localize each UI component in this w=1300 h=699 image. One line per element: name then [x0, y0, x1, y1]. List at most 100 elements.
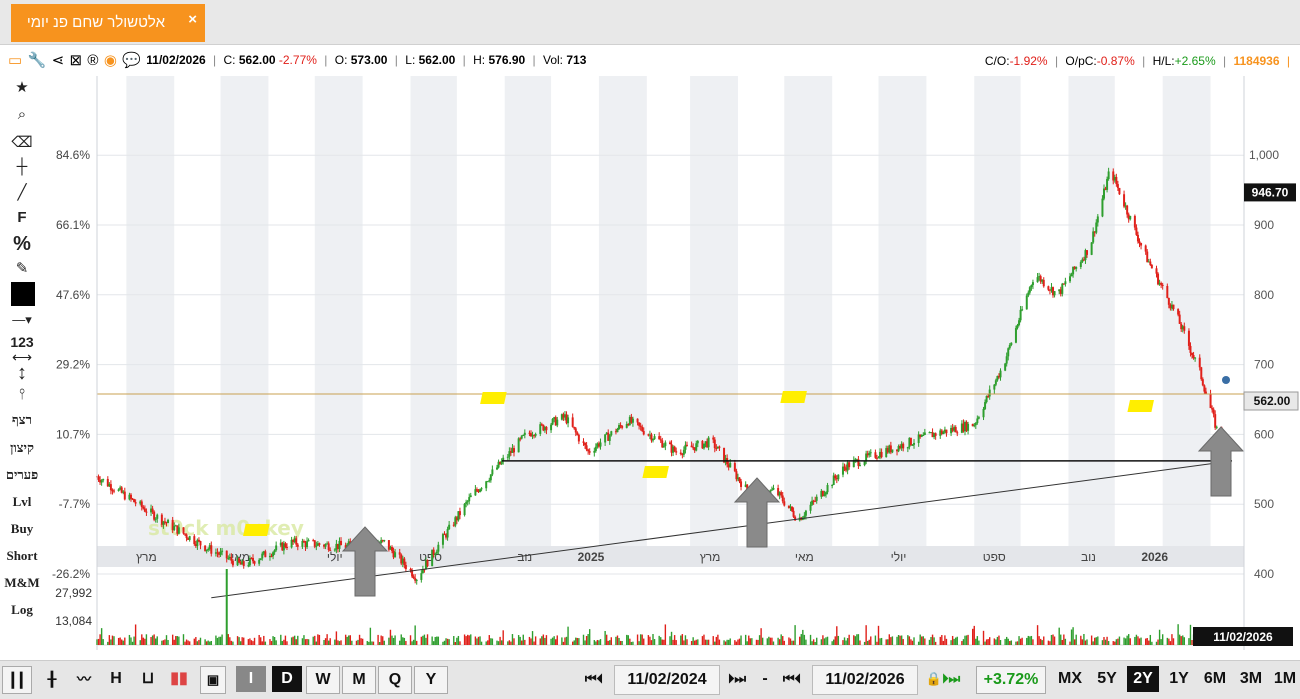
chat-icon[interactable]: 💬 [122, 52, 141, 69]
candle-body [1115, 176, 1118, 185]
chart-tab-title: אלטשולר שחם פנ יומי [26, 14, 165, 31]
candle-body [131, 498, 134, 500]
color-bars-icon[interactable]: ▮▮ [170, 670, 188, 687]
lvl-button[interactable]: Lvl [12, 494, 32, 509]
candle-body [511, 448, 514, 453]
candle-body [292, 539, 295, 542]
range-6m-button[interactable]: 6M [1203, 670, 1227, 687]
short-button[interactable]: Short [6, 548, 38, 563]
candle-body [574, 428, 577, 433]
date-from-field[interactable]: 11/02/2024 [614, 665, 720, 695]
y-tick-label: 800 [1254, 288, 1274, 302]
star-icon[interactable]: ★ [15, 79, 29, 96]
candle-body [794, 516, 797, 521]
h-button[interactable]: H [110, 670, 122, 687]
bracket-icon[interactable]: ⊔ [141, 670, 155, 687]
candle-body [922, 434, 925, 436]
width-icon[interactable]: ⟷ [11, 349, 33, 365]
candle-body [835, 478, 838, 480]
candle-body [1073, 266, 1076, 269]
date-to-field[interactable]: 11/02/2026 [812, 665, 918, 695]
candle-body [951, 427, 954, 431]
candle-body [423, 569, 426, 571]
candlestick-chart-icon[interactable]: ┃┃ [2, 666, 32, 694]
candle-body [247, 565, 250, 567]
period-d-button[interactable]: D [272, 666, 302, 692]
log-button[interactable]: Log [11, 602, 33, 617]
range-2y-button[interactable]: 2Y [1127, 666, 1159, 692]
extremes-button[interactable]: קיצון [10, 440, 34, 455]
highlight-marker [642, 466, 669, 478]
wrench-icon[interactable]: 🔧 [27, 52, 47, 69]
line-chart-icon[interactable]: 〰 [77, 671, 91, 687]
y-left-tick-label: -26.2% [52, 567, 90, 581]
candle-body [865, 453, 868, 462]
candle-body [673, 446, 676, 452]
candle-body [787, 505, 790, 509]
candle-body [1212, 409, 1215, 415]
line-style-icon[interactable]: —▾ [12, 312, 32, 327]
candle-body [588, 451, 591, 453]
candle-body [716, 446, 719, 449]
height-icon[interactable]: ↕ [17, 362, 27, 384]
candle-body [163, 521, 166, 523]
chart-tab[interactable]: אלטשולר שחם פנ יומי × [11, 4, 205, 42]
range-1m-button[interactable]: 1M [1273, 670, 1297, 687]
window-icon[interactable]: ▭ [8, 52, 23, 69]
edit-icon[interactable]: ✎ [15, 260, 29, 277]
eraser-icon[interactable]: ⌫ [11, 134, 33, 151]
candle-body [1030, 285, 1033, 288]
lock-icon[interactable]: 🔒⏵⏭ [925, 671, 961, 686]
search-icon[interactable]: ⌕ [17, 106, 27, 123]
candle-body [913, 443, 916, 445]
close-icon[interactable]: × [188, 11, 197, 28]
period-y-button[interactable]: Y [414, 666, 448, 694]
candle-body [577, 434, 580, 442]
candle-body [783, 501, 786, 506]
candle-body [599, 442, 602, 447]
ohlc-chart-icon[interactable]: ╂ [47, 671, 57, 687]
y-axis-right: 1,000 900 800 700 600 500 400 946.70 562.00 [1243, 76, 1299, 650]
registered-icon[interactable]: ® [87, 51, 99, 69]
period-w-button[interactable]: W [306, 666, 340, 694]
mm-button[interactable]: M&M [4, 575, 40, 590]
range-5y-button[interactable]: 5Y [1097, 670, 1117, 687]
candle-body [636, 418, 639, 423]
candle-body [962, 423, 965, 432]
candle-body [1203, 385, 1206, 392]
color-swatch[interactable] [11, 282, 35, 306]
crosshair-icon[interactable]: ┼ [16, 158, 28, 175]
candle-body [1027, 292, 1030, 296]
candle-body [1047, 286, 1050, 290]
candle-body [228, 556, 231, 559]
target-icon[interactable]: ◉ [103, 52, 117, 69]
number-tool[interactable]: 123 [10, 334, 34, 350]
save-icon[interactable]: ▣ [200, 666, 226, 694]
period-q-button[interactable]: Q [378, 666, 412, 694]
next-last-icon[interactable]: ⏵⏭ [727, 671, 747, 686]
gaps-button[interactable]: פערים [5, 467, 39, 482]
candle-icon[interactable]: ⫯ [18, 386, 26, 403]
candle-body [185, 534, 188, 539]
candle-body [880, 451, 883, 458]
range-1y-button[interactable]: 1Y [1169, 670, 1189, 687]
share-icon[interactable]: ⋖ [51, 52, 65, 69]
period-m-button[interactable]: M [342, 666, 376, 694]
fibonacci-tool[interactable]: F [17, 209, 27, 226]
price-chart[interactable]: מרץ מאי יולי ספט נוב 2025 מרץ מאי יולי ספט נוב 2026… [0, 0, 1300, 660]
first-prev-icon[interactable]: ⏮⏴ [584, 671, 604, 686]
buy-button[interactable]: Buy [10, 521, 34, 536]
candle-body [253, 561, 256, 564]
line-tool-icon[interactable]: ╱ [17, 184, 27, 201]
excel-icon[interactable]: ⊠ [69, 52, 83, 69]
candle-body [225, 550, 228, 559]
candle-body [465, 502, 468, 504]
percent-tool[interactable]: % [13, 233, 31, 255]
first-prev-icon-2[interactable]: ⏮⏴ [782, 671, 802, 686]
candles-button[interactable]: I [236, 666, 266, 692]
range-3m-button[interactable]: 3M [1239, 670, 1263, 687]
candle-body [902, 443, 905, 449]
range-mx-button[interactable]: MX [1058, 670, 1082, 687]
candle-body [485, 481, 488, 489]
continuous-button[interactable]: רצף [12, 412, 32, 427]
